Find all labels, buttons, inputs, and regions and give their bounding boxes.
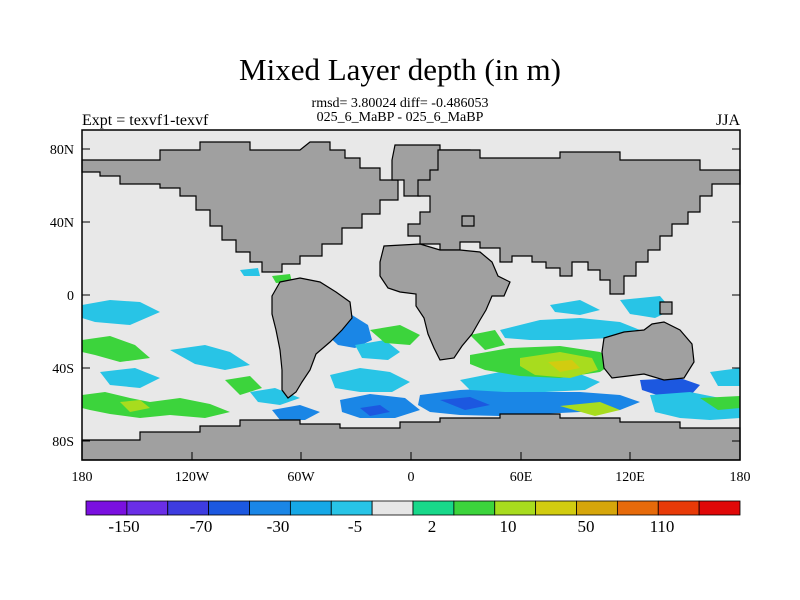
anomaly-patch: [548, 360, 580, 372]
colorbar-swatch: [576, 500, 618, 516]
lat-tick-label: 0: [67, 289, 74, 304]
map-panel: [81, 129, 741, 461]
anomaly-patch: [272, 405, 320, 420]
colorbar-swatch: [249, 500, 291, 516]
colorbar-swatch: [657, 500, 700, 516]
colorbar-swatch: [698, 500, 741, 516]
anomaly-patch: [640, 378, 700, 396]
lon-tick-label: 120W: [175, 470, 210, 485]
lon-axis: [81, 452, 741, 460]
stats-line: rmsd= 3.80024 diff= -0.486053: [311, 96, 489, 111]
anomaly-patch: [330, 368, 410, 392]
lat-tick-labels: 80N 40N 0 40S 80S: [50, 143, 74, 450]
lon-tick-label: 180: [72, 470, 93, 485]
lon-tick-label: 60W: [287, 470, 315, 485]
colorbar-label: 110: [650, 517, 675, 536]
anomaly-patch: [470, 330, 505, 350]
land-island: [461, 215, 475, 227]
lat-tick-label: 40S: [52, 362, 74, 377]
anomaly-patch: [370, 325, 420, 345]
colorbar-label: 10: [500, 517, 517, 536]
land-australia: [601, 321, 695, 381]
anomaly-patch: [82, 392, 230, 418]
colorbar-swatch: [167, 500, 210, 516]
land-island: [659, 301, 673, 315]
anomaly-patch: [360, 405, 390, 416]
anomaly-patch: [82, 300, 160, 325]
colorbar-label: -150: [108, 517, 139, 536]
comparison-line: 025_6_MaBP - 025_6_MaBP: [316, 110, 484, 125]
colorbar-swatch: [371, 500, 414, 516]
anomaly-patch: [440, 397, 490, 410]
colorbar-label: -30: [267, 517, 290, 536]
land-eurasia: [407, 149, 741, 295]
season-label: JJA: [715, 112, 740, 129]
anomaly-patch: [355, 340, 400, 360]
anomaly-patch: [710, 368, 740, 386]
anomaly-patch: [82, 336, 150, 362]
map-title: Mixed Layer depth (in m): [239, 52, 561, 87]
anomaly-patch: [550, 300, 600, 315]
lon-tick-labels: 180 120W 60W 0 60E 120E 180: [72, 470, 751, 485]
lon-tick-label: 0: [408, 470, 415, 485]
land-south-america: [271, 277, 353, 399]
land-antarctica: [81, 413, 741, 461]
colorbar-swatch: [289, 500, 332, 516]
anomaly-patch: [240, 268, 260, 276]
land-africa: [379, 243, 511, 361]
lat-axis: [82, 148, 740, 442]
colorbar-swatch: [85, 500, 128, 516]
anomaly-patch: [120, 400, 150, 412]
experiment-label: Expt = texvf1-texvf: [82, 112, 209, 129]
colorbar-swatch: [494, 500, 537, 516]
colorbar-swatch: [616, 500, 659, 516]
colorbar-swatch: [126, 500, 169, 516]
anomaly-patch: [620, 296, 672, 318]
lon-tick-label: 120E: [615, 470, 645, 485]
colorbar-swatch: [412, 500, 455, 516]
lon-tick-label: 180: [730, 470, 751, 485]
anomaly-patch: [560, 402, 620, 416]
anomaly-patch: [500, 318, 640, 340]
colorbar-labels: -150 -70 -30 -5 2 10 50 110: [108, 517, 674, 536]
colorbar-label: -5: [348, 517, 362, 536]
colorbar-swatch: [208, 500, 250, 516]
land-north-america: [81, 141, 399, 273]
anomaly-patch: [225, 376, 262, 395]
colorbar-label: 2: [428, 517, 437, 536]
land-masses: [81, 141, 741, 461]
anomaly-patch: [700, 396, 740, 410]
anomaly-patch: [170, 345, 250, 370]
lon-tick-label: 60E: [510, 470, 533, 485]
colorbar: [85, 500, 741, 516]
colorbar-label: 50: [578, 517, 595, 536]
lat-tick-label: 80N: [50, 143, 74, 158]
colorbar-swatch: [453, 500, 496, 516]
colorbar-swatch: [535, 500, 577, 516]
lat-tick-label: 80S: [52, 435, 74, 450]
anomaly-field: [82, 268, 740, 442]
colorbar-label: -70: [190, 517, 213, 536]
colorbar-swatch: [330, 500, 373, 516]
anomaly-patch: [250, 388, 300, 405]
anomaly-patch: [100, 368, 160, 388]
lat-tick-label: 40N: [50, 216, 74, 231]
